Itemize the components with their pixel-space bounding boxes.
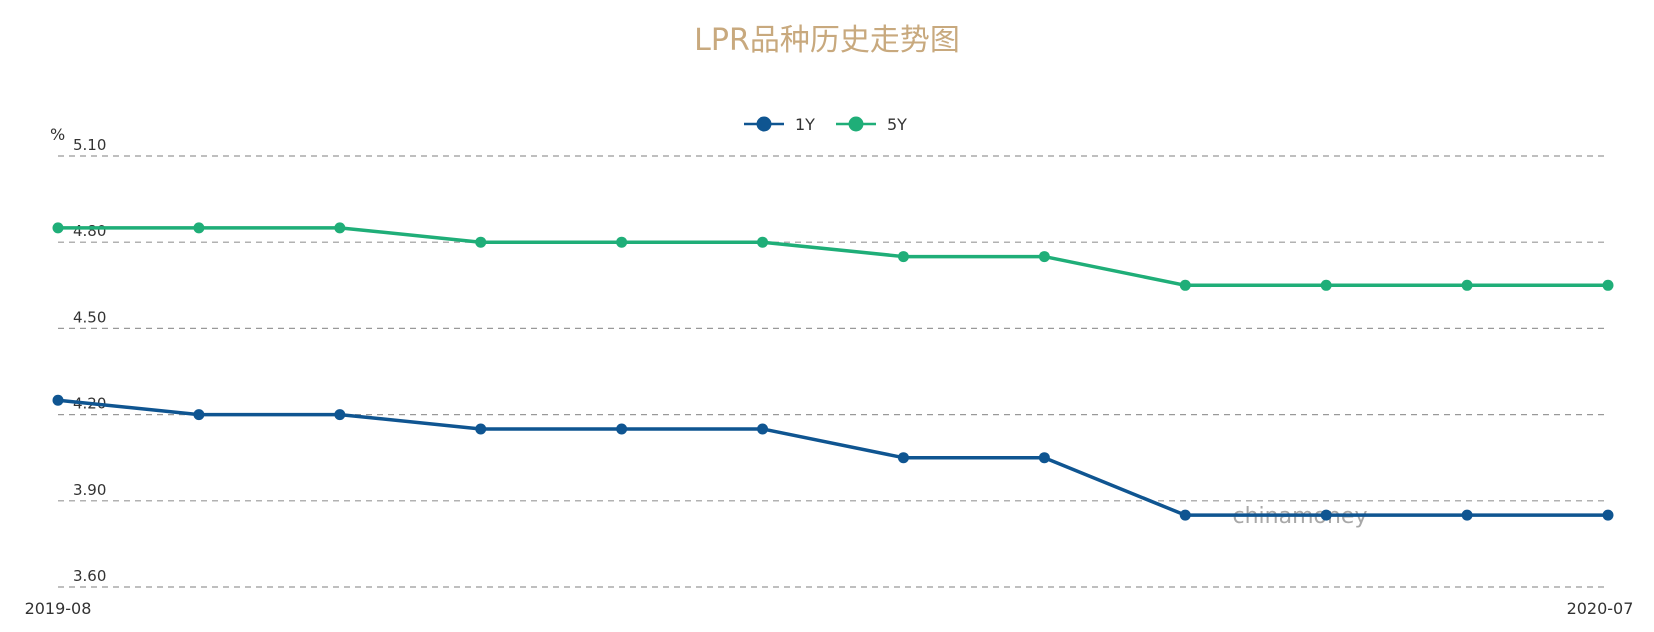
data-point[interactable] [193,222,205,234]
y-tick-label: 4.50 [73,308,106,326]
data-point[interactable] [52,222,64,234]
data-point[interactable] [1602,509,1614,521]
legend-label: 5Y [887,115,907,134]
data-point[interactable] [193,409,205,421]
data-point[interactable] [616,423,628,435]
legend-item-1y[interactable]: 1Y [744,115,815,134]
data-point[interactable] [897,251,909,263]
series-1y [52,394,1614,521]
data-point[interactable] [52,394,64,406]
legend-label: 1Y [795,115,815,134]
data-point[interactable] [1320,279,1332,291]
data-point[interactable] [475,423,487,435]
legend-marker-swatch [756,116,772,132]
data-point[interactable] [475,236,487,248]
legend-item-5y[interactable]: 5Y [836,115,907,134]
data-point[interactable] [334,409,346,421]
y-tick-label: 4.80 [73,222,106,240]
y-axis-unit-label: % [50,125,65,144]
series-5y [52,222,1614,291]
y-tick-label: 5.10 [73,136,106,154]
data-point[interactable] [1461,279,1473,291]
y-axis-ticks: 3.603.904.204.504.805.10 [73,136,106,585]
data-point[interactable] [1602,279,1614,291]
y-tick-label: 3.60 [73,567,106,585]
x-tick-label: 2019-08 [25,599,92,618]
data-point[interactable] [1038,452,1050,464]
data-point[interactable] [334,222,346,234]
y-tick-label: 3.90 [73,481,106,499]
data-point[interactable] [1179,279,1191,291]
x-tick-label: 2020-07 [1567,599,1634,618]
data-point[interactable] [616,236,628,248]
legend[interactable]: 1Y 5Y [744,115,907,134]
series-line-1y [57,398,1608,517]
data-point[interactable] [897,452,909,464]
data-point[interactable] [757,236,769,248]
data-point[interactable] [1461,509,1473,521]
chart-title: LPR品种历史走势图 [694,23,960,58]
data-point[interactable] [1038,251,1050,263]
x-axis-ticks: 2019-08 2020-07 [25,599,1634,618]
legend-marker-swatch [848,116,864,132]
series-line-5y [58,226,1608,288]
data-point[interactable] [1179,509,1191,521]
data-point[interactable] [1320,509,1332,521]
data-point[interactable] [757,423,769,435]
series-layer [52,222,1614,521]
grid-lines [58,155,1608,588]
